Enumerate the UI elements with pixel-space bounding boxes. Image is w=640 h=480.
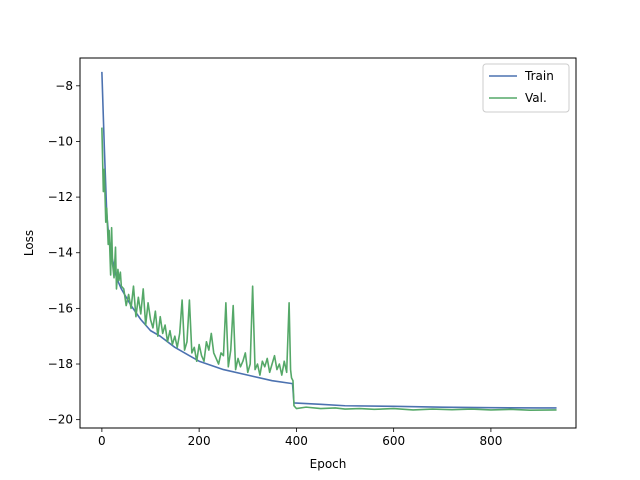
y-tick-label: −12 (48, 190, 73, 204)
y-tick-label: −18 (48, 357, 73, 371)
y-tick-label: −14 (48, 246, 73, 260)
y-tick-label: −10 (48, 134, 73, 148)
legend: Train Val. (482, 63, 570, 113)
plot-area (79, 57, 577, 429)
x-ticks: 0 200 400 600 800 (98, 428, 502, 448)
series-layer (101, 71, 557, 412)
x-tick-label: 400 (285, 434, 308, 448)
y-tick-label: −20 (48, 413, 73, 427)
y-ticks: −8 −10 −12 −14 −16 −18 −20 (48, 79, 80, 427)
x-tick-label: 600 (382, 434, 405, 448)
x-tick-label: 0 (98, 434, 106, 448)
series-line-val (101, 127, 557, 412)
x-tick-label: 200 (188, 434, 211, 448)
x-axis-label: Epoch (310, 457, 347, 471)
y-tick-label: −16 (48, 301, 73, 315)
x-tick-label: 800 (479, 434, 502, 448)
legend-label: Train (524, 69, 554, 83)
y-axis-label: Loss (22, 230, 36, 256)
y-tick-label: −8 (55, 79, 73, 93)
axes-frame (79, 57, 577, 429)
legend-label: Val. (525, 91, 547, 105)
